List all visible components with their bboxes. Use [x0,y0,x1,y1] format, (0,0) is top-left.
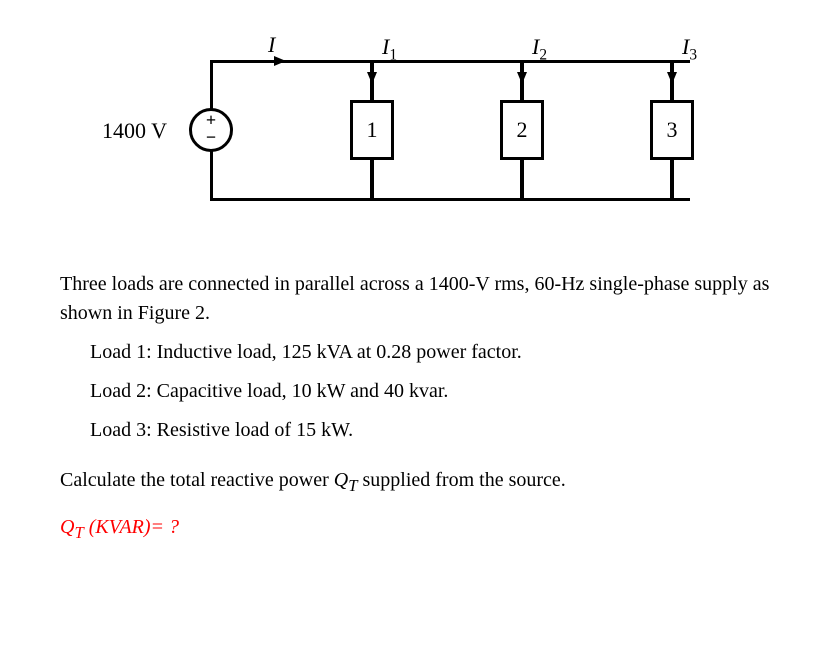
arrow-I2 [517,72,527,84]
load-3-number: 3 [667,117,678,143]
load-2-description: Load 2: Capacitive load, 10 kW and 40 kv… [90,377,780,406]
wire-load2-bottom [520,158,524,201]
result-line: QT (KVAR)= ? [60,516,780,543]
load-2-number: 2 [517,117,528,143]
circuit-diagram: + − 1400 V 1 2 3 I I1 I2 I3 [110,30,730,230]
label-I: I [268,32,275,58]
arrow-I [274,56,286,66]
label-I2: I2 [532,34,547,64]
question-var: QT [334,469,358,491]
wire-source-top [210,60,213,109]
arrow-I1 [367,72,377,84]
source-minus: − [206,128,216,146]
question-suffix: supplied from the source. [357,469,565,491]
question-text: Calculate the total reactive power QT su… [60,469,780,496]
question-prefix: Calculate the total reactive power [60,469,334,491]
load-1-description: Load 1: Inductive load, 125 kVA at 0.28 … [90,338,780,367]
wire-source-bottom [210,151,213,201]
label-I3: I3 [682,34,697,64]
load-2-box: 2 [500,100,544,160]
load-1-box: 1 [350,100,394,160]
load-3-box: 3 [650,100,694,160]
wire-load3-bottom [670,158,674,201]
load-1-number: 1 [367,117,378,143]
load-3-description: Load 3: Resistive load of 15 kW. [90,416,780,445]
arrow-I3 [667,72,677,84]
wire-bottom-rail [210,198,690,201]
problem-paragraph: Three loads are connected in parallel ac… [60,270,780,328]
label-I1: I1 [382,34,397,64]
voltage-label: 1400 V [102,118,167,144]
voltage-source: + − [189,108,233,152]
wire-load1-bottom [370,158,374,201]
